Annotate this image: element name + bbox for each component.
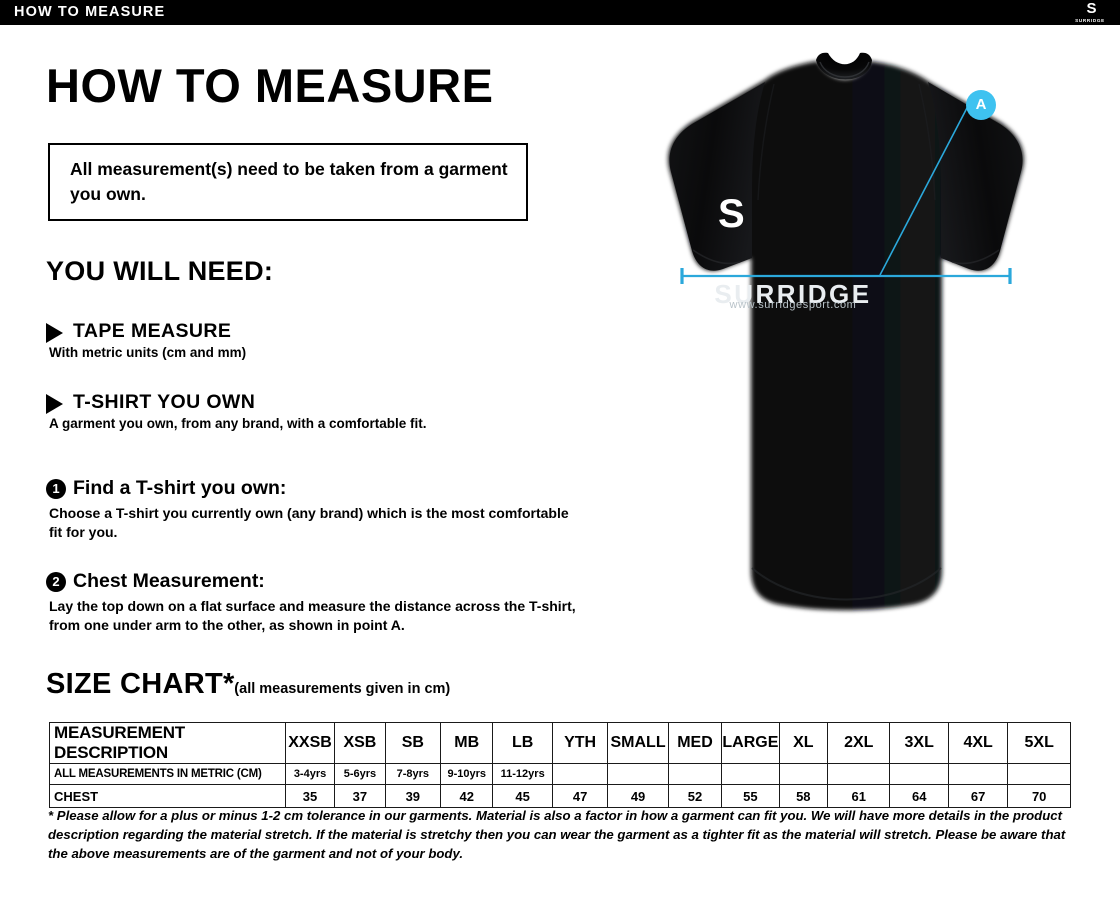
table-cell: 3-4yrs — [284, 763, 336, 785]
table-cell: 58 — [778, 784, 829, 808]
measurement-point-a-marker: A — [966, 90, 996, 120]
table-cell — [947, 763, 1009, 785]
table-cell — [551, 763, 609, 785]
table-cell: 11-12yrs — [492, 763, 553, 785]
callout-box: All measurement(s) need to be taken from… — [48, 143, 528, 221]
table-cell: 7-8yrs — [384, 763, 442, 785]
size-chart-heading-text: SIZE CHART — [46, 668, 223, 700]
table-cell: 70 — [1007, 784, 1071, 808]
table-cell: 67 — [947, 784, 1009, 808]
table-cell: 52 — [667, 784, 723, 808]
size-chart-asterisk: * — [223, 668, 235, 700]
table-header-row: MEASUREMENT DESCRIPTION XXSB XSB SB MB LB YTH S… — [49, 722, 1071, 764]
step-number-badge: 1 — [46, 479, 66, 499]
table-cell: 64 — [889, 784, 949, 808]
column-header-size: SMALL — [607, 722, 669, 764]
size-chart-table: MEASUREMENT DESCRIPTION XXSB XSB SB MB LB YTH S… — [49, 722, 1071, 808]
you-will-need-heading: YOU WILL NEED: — [46, 256, 274, 286]
need-item-sub: A garment you own, from any brand, with … — [49, 416, 427, 431]
size-chart-footnote: * Please allow for a plus or minus 1-2 c… — [48, 808, 1066, 862]
column-header-size: MED — [667, 722, 723, 764]
page-title: HOW TO MEASURE — [46, 59, 494, 112]
triangle-bullet-icon — [46, 394, 63, 414]
triangle-bullet-icon — [46, 323, 63, 343]
column-header-size: XL — [778, 722, 829, 764]
table-cell: 35 — [284, 784, 336, 808]
step-title: Chest Measurement: — [73, 570, 265, 592]
table-cell: 5-6yrs — [334, 763, 386, 785]
top-bar-title: HOW TO MEASURE — [14, 4, 166, 20]
table-cell — [607, 763, 669, 785]
column-header-size: LB — [492, 722, 553, 764]
table-cell — [667, 763, 723, 785]
column-header-size: XSB — [334, 722, 386, 764]
column-header-size: YTH — [551, 722, 609, 764]
column-header-description: MEASUREMENT DESCRIPTION — [49, 722, 286, 764]
column-header-size: SB — [384, 722, 442, 764]
table-cell: 55 — [721, 784, 780, 808]
table-cell: 47 — [551, 784, 609, 808]
tshirt-svg — [668, 52, 1024, 611]
step-body: Choose a T-shirt you currently own (any … — [49, 505, 569, 540]
table-cell: 61 — [826, 784, 891, 808]
need-item-label: T-SHIRT YOU OWN — [73, 391, 256, 413]
chest-surridge-logo-icon: S — [718, 192, 745, 236]
table-cell — [826, 763, 891, 785]
brand-wordmark: SURRIDGE — [714, 279, 872, 309]
column-header-size: 3XL — [889, 722, 949, 764]
table-cell: 45 — [492, 784, 553, 808]
row-label: CHEST — [49, 784, 286, 808]
table-cell — [721, 763, 780, 785]
surridge-logo: S SURRIDGE — [1070, 1, 1110, 25]
top-bar: HOW TO MEASURE S SURRIDGE — [0, 0, 1120, 25]
column-header-size: 4XL — [947, 722, 1009, 764]
tshirt-illustration: S SURRIDGE www.surridgesport.com — [570, 40, 1100, 660]
column-header-size: 5XL — [1007, 722, 1071, 764]
table-cell: 37 — [334, 784, 386, 808]
column-header-size: LARGE — [721, 722, 780, 764]
surridge-s-mark-icon: S — [1086, 0, 1096, 17]
step-title: Find a T-shirt you own: — [73, 477, 287, 499]
column-header-size: MB — [440, 722, 494, 764]
step-number-badge: 2 — [46, 572, 66, 592]
column-header-size: XXSB — [284, 722, 336, 764]
table-row: ALL MEASUREMENTS IN METRIC (CM) 3-4yrs 5-6… — [49, 763, 1071, 785]
table-cell — [889, 763, 949, 785]
table-cell — [1007, 763, 1071, 785]
need-item-sub: With metric units (cm and mm) — [49, 345, 247, 360]
size-chart-heading: SIZE CHART*(all measurements given in cm… — [46, 668, 450, 701]
table-cell: 9-10yrs — [440, 763, 494, 785]
chest-measure-line — [680, 105, 1012, 284]
brand-url-text: www.surridgesport.com — [729, 299, 857, 311]
column-header-size: 2XL — [826, 722, 891, 764]
need-item-label: TAPE MEASURE — [73, 320, 232, 342]
table-cell: 39 — [384, 784, 442, 808]
table-cell: 42 — [440, 784, 494, 808]
callout-text: All measurement(s) need to be taken from… — [70, 159, 508, 205]
table-row: CHEST 35 37 39 42 45 47 49 52 55 58 61 64 67 70 — [49, 784, 1071, 808]
step-body: Lay the top down on a flat surface and m… — [49, 598, 576, 633]
table-cell — [778, 763, 829, 785]
surridge-wordmark: SURRIDGE — [1075, 18, 1105, 23]
table-cell: 49 — [607, 784, 669, 808]
size-chart-note: (all measurements given in cm) — [234, 681, 451, 697]
row-label: ALL MEASUREMENTS IN METRIC (CM) — [49, 763, 286, 785]
